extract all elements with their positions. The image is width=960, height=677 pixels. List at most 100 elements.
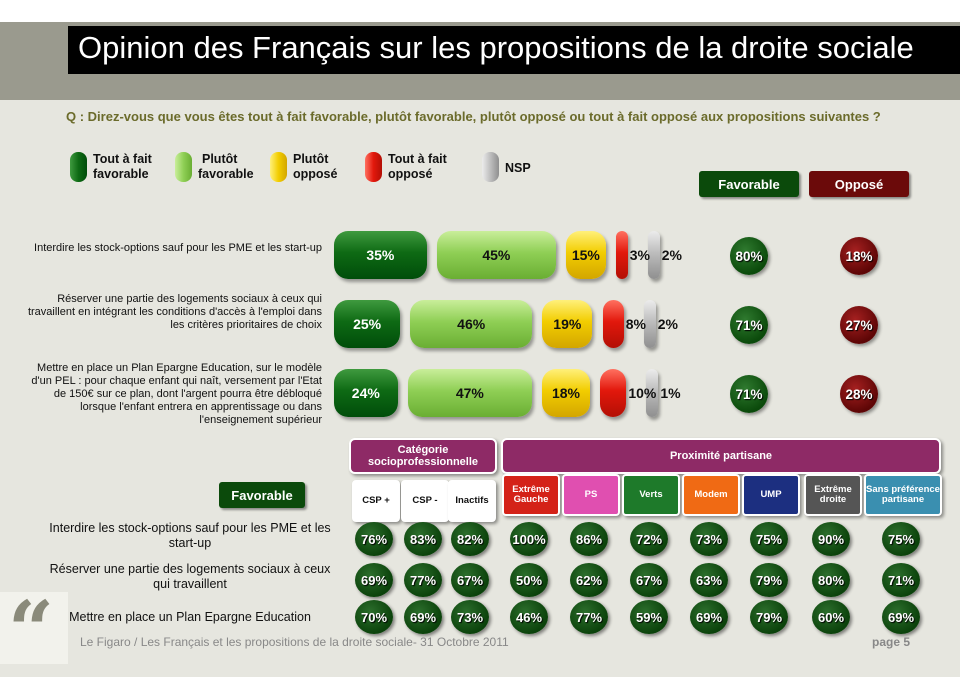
legend-label: favorable xyxy=(198,167,254,181)
legend-item: Tout à fait opposé xyxy=(365,152,447,182)
column-header-csp-: CSP + xyxy=(352,480,400,522)
oppose-total: 28% xyxy=(840,375,878,413)
legend-label: Plutôt xyxy=(293,152,329,166)
legend-item: Plutôt favorable xyxy=(175,152,254,182)
bar-value-label: 15% xyxy=(571,247,600,263)
table-cell: 82% xyxy=(451,522,489,556)
legend-label: opposé xyxy=(388,167,433,181)
table-cell: 79% xyxy=(750,563,788,597)
bar-value-label: 2% xyxy=(661,247,682,263)
bar-tout-a-fait-favorable: 35% xyxy=(334,231,427,279)
table-cell: 86% xyxy=(570,522,608,556)
legend-label: NSP xyxy=(505,161,531,175)
column-header-sans-pr-f-rence-partisane: Sans préférence partisane xyxy=(864,474,942,516)
table-cell: 59% xyxy=(630,600,668,634)
table-cell: 67% xyxy=(630,563,668,597)
row-label: Mettre en place un Plan Epargne Educatio… xyxy=(69,610,311,624)
bar-plutot-oppose: 15% xyxy=(566,231,606,279)
page-number: page 5 xyxy=(872,635,911,649)
table-cell: 69% xyxy=(355,563,393,597)
party-group-header: Proximité partisane xyxy=(501,438,941,474)
oppose-total: 27% xyxy=(840,306,878,344)
favorable-total: 71% xyxy=(730,375,768,413)
bar-plutot-favorable: 45% xyxy=(436,231,556,279)
legend-swatch xyxy=(482,152,499,182)
column-header-inactifs: Inactifs xyxy=(448,480,496,522)
bar-value-label: 19% xyxy=(553,316,582,332)
table-cell: 79% xyxy=(750,600,788,634)
table-cell: 73% xyxy=(451,600,489,634)
legend-label: Tout à fait xyxy=(93,152,152,166)
legend-swatch xyxy=(70,152,87,182)
quote-mark-icon: “ xyxy=(8,583,55,677)
table-cell: 90% xyxy=(812,522,850,556)
favorable-total: 71% xyxy=(730,306,768,344)
favorable-total: 80% xyxy=(730,237,768,275)
table-cell: 77% xyxy=(404,563,442,597)
row-label: Réserver une partie des logements sociau… xyxy=(49,562,331,591)
table-cell: 46% xyxy=(510,600,548,634)
bar-tout-a-fait-favorable: 24% xyxy=(334,369,398,417)
bar-value-label: 18% xyxy=(551,385,580,401)
column-header-ump: UMP xyxy=(742,474,800,516)
table-cell: 71% xyxy=(882,563,920,597)
column-header-extr-me-droite: Extrême droite xyxy=(804,474,862,516)
bar-tout-a-fait-oppose: 10% xyxy=(599,369,656,417)
bar-nsp: 2% xyxy=(643,300,678,348)
table-cell: 69% xyxy=(690,600,728,634)
footer-source: Le Figaro / Les Français et les proposit… xyxy=(80,635,509,649)
table-cell: 83% xyxy=(404,522,442,556)
legend-item: Plutôt opposé xyxy=(270,152,337,182)
column-header-csp-: CSP - xyxy=(401,480,449,522)
question-text: Q : Direz-vous que vous êtes tout à fait… xyxy=(66,109,881,124)
table-cell: 75% xyxy=(750,522,788,556)
column-header-ps: PS xyxy=(562,474,620,516)
bar-plutot-oppose: 19% xyxy=(542,300,593,348)
legend-label: opposé xyxy=(293,167,338,181)
bar-value-label: 1% xyxy=(660,385,681,401)
bar-value-label: 25% xyxy=(353,316,382,332)
table-cell: 69% xyxy=(404,600,442,634)
table-cell: 72% xyxy=(630,522,668,556)
proposition-label: Mettre en place un Plan Epargne Educatio… xyxy=(31,362,322,426)
proposition-label: Interdire les stock-options sauf pour le… xyxy=(34,242,322,254)
bar-nsp: 1% xyxy=(646,369,681,417)
legend-item: NSP xyxy=(482,152,531,182)
oppose-header: Opposé xyxy=(809,171,909,197)
column-header-verts: Verts xyxy=(622,474,680,516)
favorable-row-header: Favorable xyxy=(219,482,305,508)
table-cell: 60% xyxy=(812,600,850,634)
bar-value-label: 47% xyxy=(455,385,484,401)
bar-tout-a-fait-oppose: 8% xyxy=(602,300,646,348)
bar-value-label: 3% xyxy=(629,247,650,263)
oppose-total: 18% xyxy=(840,237,878,275)
bar-value-label: 2% xyxy=(657,316,678,332)
legend-label: favorable xyxy=(93,167,149,181)
table-cell: 70% xyxy=(355,600,393,634)
column-header-extr-me-gauche: Extrême Gauche xyxy=(502,474,560,516)
table-cell: 77% xyxy=(570,600,608,634)
legend-swatch xyxy=(270,152,287,182)
quote-box xyxy=(0,592,68,664)
table-cell: 73% xyxy=(690,522,728,556)
bar-tout-a-fait-oppose: 3% xyxy=(615,231,650,279)
legend-item: Tout à fait favorable xyxy=(70,152,152,182)
column-header-modem: Modem xyxy=(682,474,740,516)
legend-swatch xyxy=(175,152,192,182)
bar-plutot-oppose: 18% xyxy=(542,369,590,417)
bar-value-label: 10% xyxy=(628,385,657,401)
table-cell: 69% xyxy=(882,600,920,634)
bar-value-label: 8% xyxy=(625,316,646,332)
bar-plutot-favorable: 47% xyxy=(407,369,533,417)
bar-value-label: 35% xyxy=(366,247,395,263)
proposition-label: Réserver une partie des logements sociau… xyxy=(27,293,322,331)
title-bar xyxy=(68,26,960,74)
table-cell: 63% xyxy=(690,563,728,597)
table-cell: 50% xyxy=(510,563,548,597)
table-cell: 67% xyxy=(451,563,489,597)
page-title: Opinion des Français sur les proposition… xyxy=(78,30,914,65)
legend-label: Plutôt xyxy=(202,152,238,166)
table-cell: 62% xyxy=(570,563,608,597)
bar-nsp: 2% xyxy=(647,231,682,279)
csp-group-header: Catégorie socioprofessionnelle xyxy=(349,438,497,474)
